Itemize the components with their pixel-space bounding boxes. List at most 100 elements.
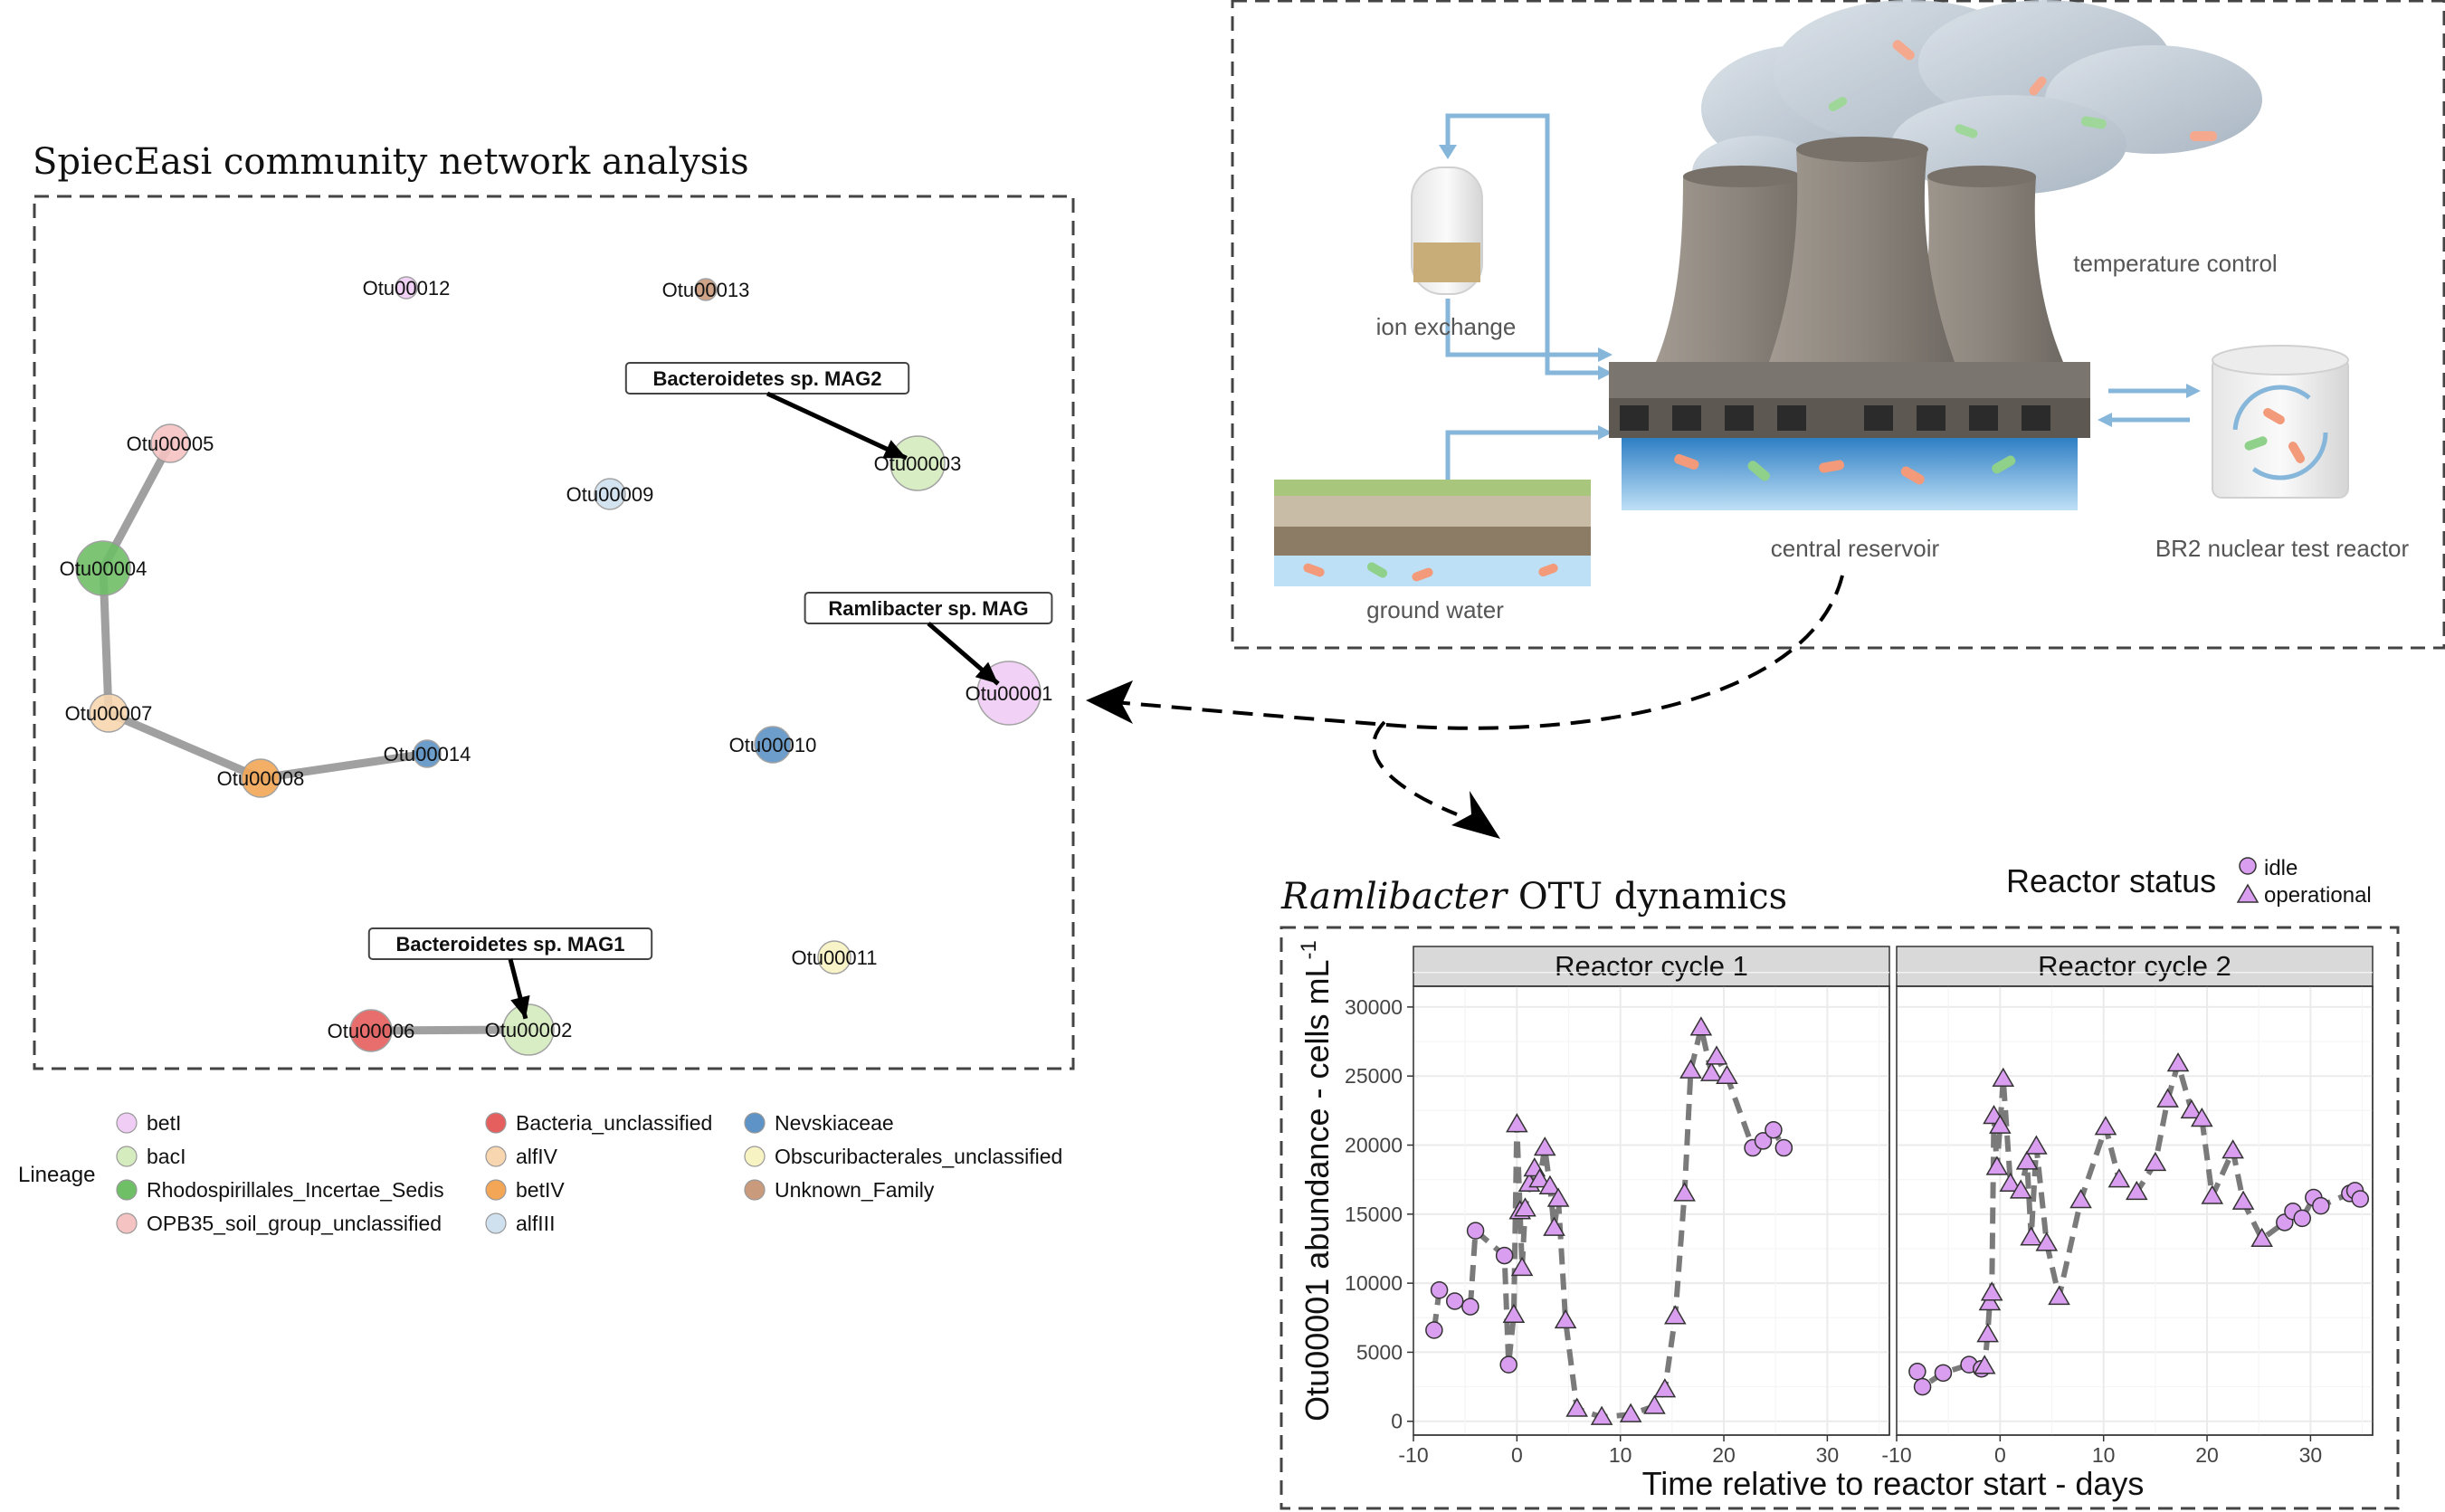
data-point-operational (2025, 1135, 2048, 1155)
data-point-operational (2009, 1179, 2032, 1199)
data-point-operational (1992, 1067, 2015, 1087)
data-point-idle (2351, 1190, 2370, 1208)
x-tick-label: 0 (1511, 1443, 1523, 1467)
network-node-otu00008[interactable]: Otu00008 (217, 758, 305, 798)
dynamics-panel: Ramlibacter OTU dynamics Reactor status … (1280, 856, 2400, 1510)
data-point-operational (1546, 1187, 1570, 1207)
chart-xlabel: Time relative to reactor start - days (1642, 1465, 2145, 1502)
dynamics-title: Ramlibacter OTU dynamics (1280, 876, 1787, 918)
ion-exchange-label: ion exchange (1376, 313, 1517, 340)
x-tick-label: 30 (2299, 1443, 2323, 1467)
legend-item-unknown-family: Unknown_Family (744, 1178, 935, 1202)
y-tick-label: 30000 (1345, 995, 1403, 1019)
node-circle (890, 435, 946, 491)
data-point-operational (1705, 1045, 1728, 1065)
data-point-operational (2221, 1139, 2244, 1159)
dynamics-title-italic: Ramlibacter (1280, 876, 1509, 918)
data-point-operational (1514, 1197, 1536, 1217)
network-node-otu00007[interactable]: Otu00007 (65, 693, 153, 733)
node-label: Otu00012 (363, 277, 451, 300)
data-point-operational (1565, 1397, 1588, 1417)
legend-label: bacI (147, 1145, 186, 1168)
legend-swatch (116, 1146, 138, 1167)
node-label: Otu00004 (60, 557, 147, 580)
annotation-bacteroidetes-sp-mag1: Bacteroidetes sp. MAG1 (367, 927, 653, 1020)
chart-panel-2: Reactor cycle 2 -10 0 10 20 30 (1881, 946, 2374, 1467)
data-point-operational (2107, 1168, 2131, 1188)
node-circle (75, 540, 131, 596)
legend-label: Unknown_Family (775, 1178, 935, 1202)
network-node-otu00001[interactable]: Otu00001 (966, 661, 1053, 726)
panel-strip-label: Reactor cycle 1 (1555, 950, 1748, 982)
data-point-operational (2094, 1116, 2117, 1136)
data-point-operational (2156, 1088, 2179, 1108)
chart-plot-area: Reactor cycle 1 -10 0 10 20 30 0 5000 10000 15000… (1345, 946, 2374, 1467)
data-point-idle (1765, 1120, 1783, 1139)
y-tick-label: 10000 (1345, 1271, 1403, 1295)
annotation-label: Bacteroidetes sp. MAG1 (395, 933, 624, 956)
chart-panel-1: Reactor cycle 1 -10 0 10 20 30 0 5000 10000 15000… (1345, 946, 1890, 1467)
node-circle (89, 693, 128, 733)
node-label: Otu00007 (65, 702, 153, 725)
x-tick-label: 20 (1712, 1443, 1736, 1467)
status-legend: Reactor status idle operational (2006, 856, 2372, 908)
legend-swatch (485, 1112, 507, 1134)
arrowhead-left-icon (1086, 680, 1133, 724)
legend-idle-marker (2239, 857, 2257, 875)
schematic-frame (1231, 0, 2445, 650)
data-point-operational (2069, 1189, 2092, 1209)
panel-border (1413, 985, 1890, 1436)
data-point-operational (2035, 1231, 2059, 1251)
panel-strip-label: Reactor cycle 2 (2038, 950, 2231, 982)
data-point-operational (2020, 1226, 2042, 1246)
data-point-operational (2015, 1150, 2039, 1170)
data-point-operational (1978, 1290, 2002, 1311)
data-point-operational (1976, 1323, 1999, 1343)
network-node-otu00011[interactable]: Otu00011 (791, 940, 878, 975)
data-point-operational (1663, 1305, 1687, 1325)
network-node-otu00003[interactable]: Otu00003 (874, 435, 962, 491)
legend-label: betI (147, 1111, 181, 1135)
network-node-otu00005[interactable]: Otu00005 (127, 423, 214, 463)
node-label: Otu00014 (384, 743, 471, 766)
lineage-legend: Lineage betI bacI Rhodospirillales_Incertae… (18, 1111, 1062, 1235)
node-circle (694, 278, 718, 301)
lineage-legend-title: Lineage (18, 1163, 95, 1187)
data-point-idle (1466, 1222, 1485, 1240)
legend-label: OPB35_soil_group_unclassified (147, 1212, 442, 1235)
central-reservoir-label: central reservoir (1771, 535, 1940, 562)
data-point-operational (2180, 1098, 2203, 1119)
data-point-operational (1673, 1182, 1696, 1202)
data-point-operational (1510, 1256, 1534, 1277)
legend-label: Bacteria_unclassified (516, 1111, 712, 1135)
annotation-label: Ramlibacter sp. MAG (828, 597, 1028, 620)
legend-item-opb35-soil-group-unclassified: OPB35_soil_group_unclassified (116, 1212, 442, 1235)
network-node-otu00013[interactable]: Otu00013 (662, 278, 750, 301)
dynamics-title-rest: OTU dynamics (1507, 876, 1787, 918)
network-node-otu00010[interactable]: Otu00010 (729, 726, 817, 764)
legend-item-alfiii: alfIII (485, 1212, 555, 1235)
reactor-label: BR2 nuclear test reactor (2155, 535, 2410, 562)
legend-item-bacteria-unclassified: Bacteria_unclassified (485, 1111, 712, 1135)
data-point-operational (1973, 1355, 1996, 1374)
network-node-otu00002[interactable]: Otu00002 (485, 1003, 573, 1056)
legend-item-alfiv: alfIV (485, 1145, 558, 1168)
data-point-operational (1502, 1303, 1526, 1323)
network-node-otu00012[interactable]: Otu00012 (363, 276, 451, 300)
panel-grid (1896, 972, 2373, 1435)
legend-swatch (744, 1179, 766, 1201)
node-label: Otu00006 (328, 1020, 415, 1042)
network-node-otu00014[interactable]: Otu00014 (384, 739, 471, 768)
temperature-control-label: temperature control (2073, 250, 2277, 277)
legend-item-beti: betI (116, 1111, 181, 1135)
data-point-operational (1538, 1174, 1562, 1195)
status-legend-title: Reactor status (2006, 862, 2216, 899)
data-point-operational (1999, 1172, 2022, 1192)
network-edge-otu00008-otu00014 (256, 749, 432, 783)
network-node-otu00006[interactable]: Otu00006 (328, 1009, 415, 1052)
network-node-otu00009[interactable]: Otu00009 (566, 478, 654, 510)
network-annotations: Bacteroidetes sp. MAG2 Ramlibacter sp. MA… (367, 362, 1053, 1020)
annotation-arrowhead-icon (882, 440, 907, 459)
network-edge-otu00007-otu00008 (104, 708, 265, 783)
network-node-otu00004[interactable]: Otu00004 (60, 540, 147, 596)
